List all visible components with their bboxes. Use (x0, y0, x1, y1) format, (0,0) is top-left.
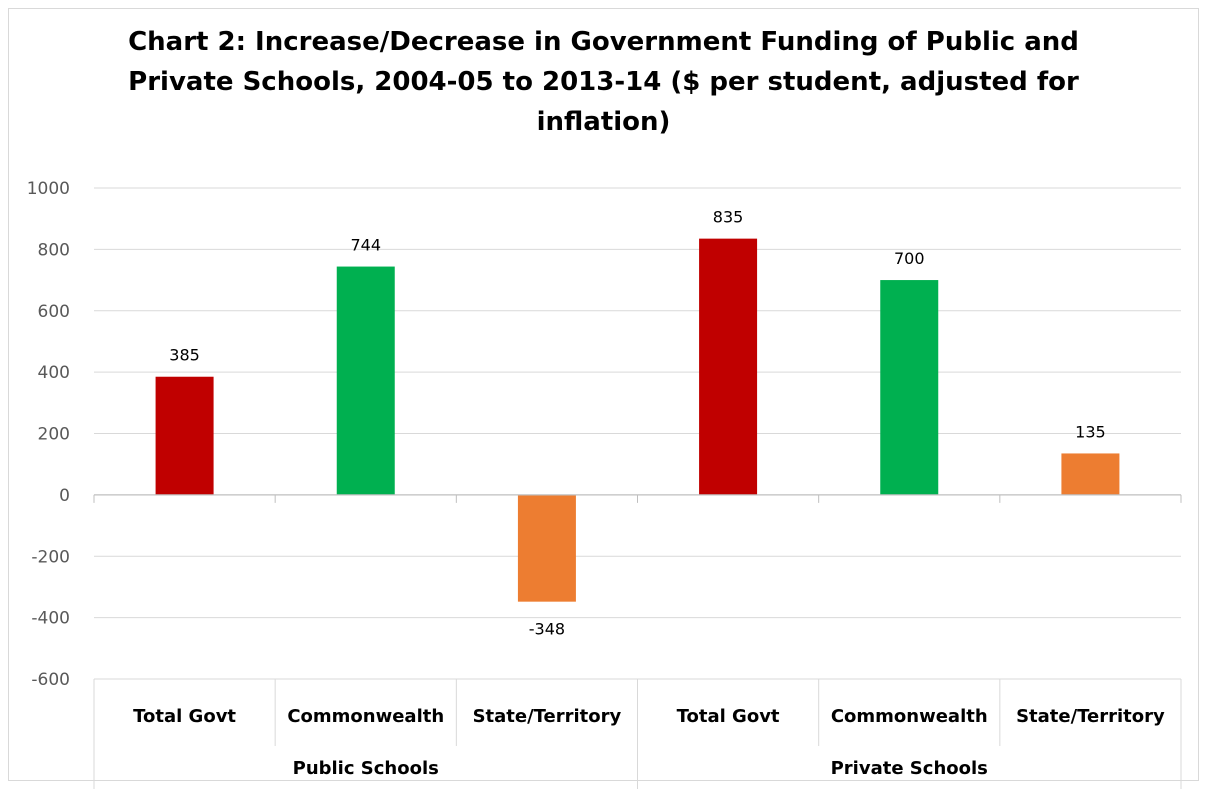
x-category-label: Commonwealth (287, 706, 444, 727)
y-tick-label: -400 (31, 609, 70, 629)
x-category-label: Total Govt (677, 706, 780, 727)
x-group-label: Private Schools (831, 758, 988, 779)
y-tick-label: 400 (38, 363, 70, 383)
data-label: -348 (529, 620, 565, 639)
bar (1061, 453, 1120, 495)
x-category-label: Commonwealth (831, 706, 988, 727)
bar (336, 266, 395, 495)
data-label: 135 (1075, 422, 1106, 441)
y-tick-label: -200 (31, 547, 70, 567)
y-tick-label: 1000 (27, 179, 70, 199)
y-tick-label: 600 (38, 302, 70, 322)
bar (880, 280, 939, 495)
chart-title-line-2: Private Schools, 2004-05 to 2013-14 ($ p… (128, 67, 1079, 97)
data-label: 744 (350, 236, 381, 255)
bar (155, 376, 214, 495)
y-tick-label: 800 (38, 240, 70, 260)
bar (699, 238, 758, 495)
chart-title-line-3: inflation) (536, 107, 671, 137)
x-category-label: Total Govt (133, 706, 236, 727)
data-label: 700 (894, 249, 925, 268)
chart-title: Chart 2: Increase/Decrease in Government… (60, 22, 1147, 142)
y-tick-label: -600 (31, 670, 70, 690)
y-tick-label: 200 (38, 425, 70, 445)
data-label: 385 (169, 346, 200, 365)
x-group-label: Public Schools (293, 758, 439, 779)
chart-title-line-1: Chart 2: Increase/Decrease in Government… (128, 27, 1079, 57)
y-tick-label: 0 (59, 486, 70, 506)
x-category-label: State/Territory (473, 706, 622, 727)
data-label: 835 (713, 208, 744, 227)
x-category-label: State/Territory (1016, 706, 1165, 727)
bar (517, 494, 576, 602)
